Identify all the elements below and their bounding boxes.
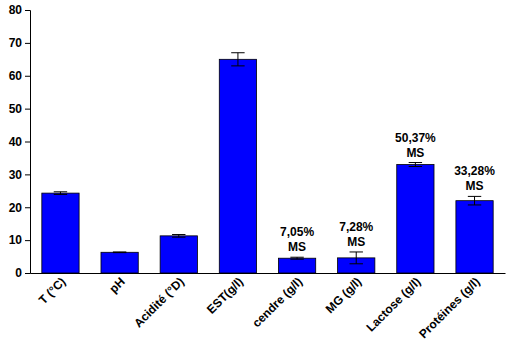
bar (160, 236, 197, 273)
tick: 80 (9, 3, 30, 17)
tick-mark (25, 142, 30, 143)
error-bar (409, 163, 422, 167)
y-axis: 0 10 20 30 40 50 60 70 80 (9, 3, 31, 280)
chart: 0 10 20 30 40 50 60 70 80 T (°C) pHAcidité (°D) EST… (0, 0, 512, 355)
error-bar (113, 251, 126, 253)
tick-mark (25, 240, 30, 241)
tick: 60 (9, 69, 30, 83)
error-bar-line (468, 204, 481, 205)
error-bar-line (54, 194, 67, 195)
error-bar-line (350, 263, 363, 264)
tick-mark (25, 10, 30, 11)
tick-label: 70 (9, 36, 23, 50)
error-bar-line (231, 65, 244, 66)
annotation: 7,28%MS (339, 220, 373, 249)
tick-label: cendre (g/l) (249, 275, 305, 331)
annotation-line: 33,28% (454, 164, 495, 178)
error-bar-line (409, 162, 422, 163)
tick: 40 (9, 135, 30, 149)
error-bar (468, 196, 481, 205)
error-bar-line (468, 196, 481, 197)
tick: 70 (9, 36, 30, 50)
plot (42, 53, 493, 273)
tick-label: 50 (9, 102, 23, 116)
tick-label: MG (g/l) (323, 275, 364, 316)
error-bar-line (290, 257, 303, 258)
annotation-line: 7,28% (339, 220, 373, 234)
tick-label: pH (106, 275, 127, 296)
axis-line (31, 273, 506, 274)
tick-label: 60 (9, 69, 23, 83)
error-bar-line (290, 259, 303, 260)
tick: 20 (9, 201, 30, 215)
error-bar-line (350, 251, 363, 252)
annotation: 50,37%MS (395, 131, 436, 160)
tick: 0 (15, 266, 30, 280)
tick-label: 20 (9, 201, 23, 215)
tick-mark (25, 207, 30, 208)
error-bar-line (113, 251, 126, 252)
error-bar-line (172, 237, 185, 238)
annotation: 7,05%MS (280, 225, 314, 254)
annotation-line: 50,37% (395, 131, 436, 145)
bar (278, 258, 315, 273)
tick-label: 40 (9, 135, 23, 149)
bar (456, 201, 493, 273)
bar (219, 59, 256, 273)
bar (42, 193, 79, 273)
error-bar (350, 252, 363, 264)
annotation-line: MS (406, 146, 424, 160)
tick: EST(g/l) (204, 273, 246, 317)
bar (101, 252, 138, 273)
annotation-line: MS (288, 240, 306, 254)
x-axis: T (°C) pHAcidité (°D) EST(g/l)cendre (g/l)… (31, 273, 506, 341)
tick-label: 30 (9, 168, 23, 182)
annotation: 33,28%MS (454, 164, 495, 193)
tick-label: Protéines (g/l) (416, 275, 482, 341)
error-bar-line (415, 163, 416, 167)
tick-mark (25, 174, 30, 175)
error-bar (54, 192, 67, 195)
tick: 10 (9, 233, 30, 247)
tick-mark (25, 43, 30, 44)
tick: 50 (9, 102, 30, 116)
error-bar (231, 53, 244, 66)
axis-line (25, 11, 31, 274)
error-bar-line (54, 191, 67, 192)
tick: pH (106, 273, 127, 296)
tick-mark (25, 109, 30, 110)
tick-label: Lactose (g/l) (364, 275, 424, 335)
tick-label: 80 (9, 3, 23, 17)
error-bar-line (474, 196, 475, 205)
tick: Protéines (g/l) (416, 273, 482, 341)
tick-label: T (°C) (36, 275, 69, 308)
annotations: 7,05%MS7,28%MS50,37%MS33,28%MS (280, 131, 495, 255)
annotation-line: 7,05% (280, 225, 314, 239)
tick: Lactose (g/l) (364, 273, 424, 334)
annotation-line: MS (466, 179, 484, 193)
tick-mark (25, 76, 30, 77)
error-bar (172, 235, 185, 238)
tick: 30 (9, 168, 30, 182)
tick-mark (25, 273, 30, 274)
error-bar-line (409, 166, 422, 167)
error-bar-line (231, 52, 244, 53)
tick: T (°C) (36, 273, 69, 307)
tick: MG (g/l) (323, 273, 364, 316)
error-bar-line (113, 252, 126, 253)
error-bar-line (172, 234, 185, 235)
error-bar-line (356, 252, 357, 264)
tick: cendre (g/l) (249, 273, 305, 330)
bar (397, 165, 434, 273)
tick-label: EST(g/l) (204, 275, 246, 317)
error-bar (290, 257, 303, 259)
tick-label: Acidité (°D) (131, 275, 187, 331)
annotation-line: MS (347, 235, 365, 249)
tick-label: 10 (9, 233, 23, 247)
tick-label: 0 (15, 266, 22, 280)
tick: Acidité (°D) (131, 273, 187, 330)
error-bar-line (237, 53, 238, 66)
